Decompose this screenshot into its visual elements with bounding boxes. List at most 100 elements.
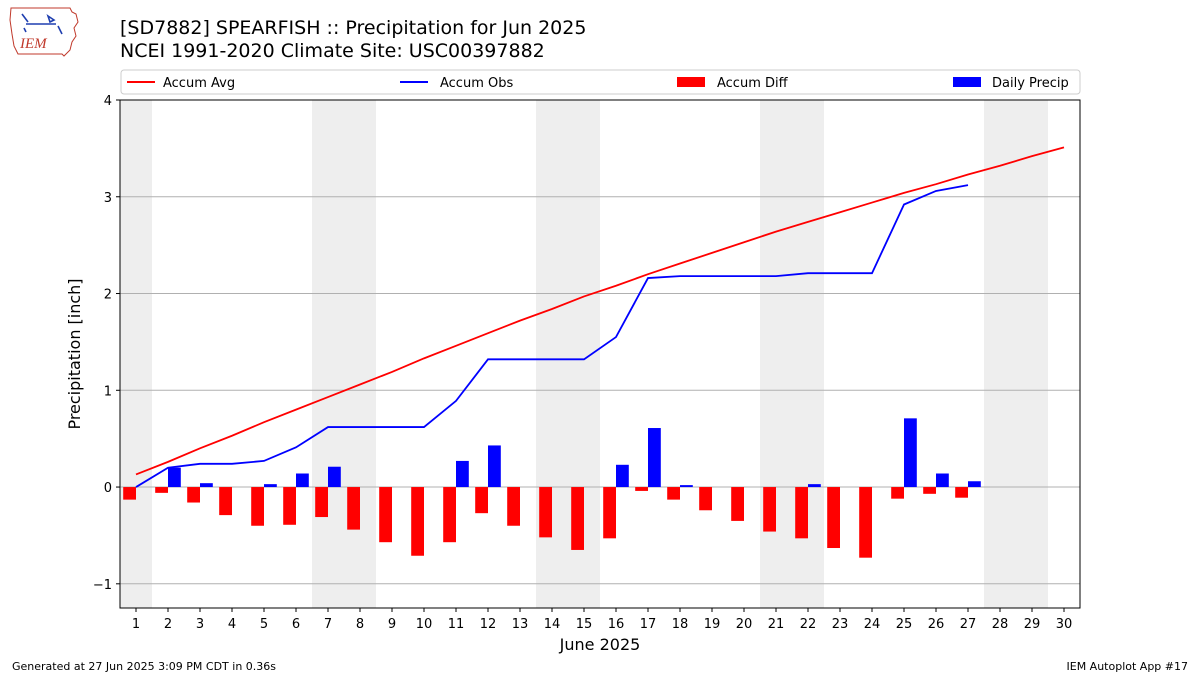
x-tick-label-17: 17	[640, 617, 657, 632]
weekend-shade-day-7	[312, 100, 344, 608]
x-tick-label-4: 4	[228, 617, 236, 632]
x-tick-label-19: 19	[704, 617, 721, 632]
accum-diff-bar-day-5	[251, 487, 264, 526]
y-tick-label-0: 0	[104, 481, 112, 496]
legend-swatch-daily-precip	[953, 77, 981, 87]
x-tick-label-12: 12	[480, 617, 497, 632]
daily-precip-bar-day-6	[296, 473, 309, 488]
legend-swatch-accum-diff	[677, 77, 705, 87]
chart-subtitle: NCEI 1991-2020 Climate Site: USC00397882	[120, 40, 545, 62]
accum-diff-bar-day-3	[187, 487, 200, 503]
legend-label-accum-diff: Accum Diff	[717, 76, 789, 91]
x-tick-label-28: 28	[992, 617, 1009, 632]
legend-box	[120, 69, 1081, 95]
accum-diff-bar-day-11	[443, 487, 456, 543]
accum-diff-bar-day-17	[635, 487, 648, 491]
accum-diff-bar-day-20	[731, 487, 744, 521]
accum-diff-bar-day-24	[859, 487, 872, 558]
x-tick-label-10: 10	[416, 617, 433, 632]
accum-diff-bar-day-23	[827, 487, 840, 549]
accum-diff-bar-day-14	[539, 487, 552, 538]
y-tick-label--1: −1	[93, 578, 112, 593]
generated-timestamp: Generated at 27 Jun 2025 3:09 PM CDT in …	[12, 660, 277, 673]
y-tick-label-3: 3	[104, 191, 112, 206]
weather-symbols-shape	[21, 13, 63, 35]
x-tick-label-7: 7	[324, 617, 332, 632]
accum-diff-bar-day-13	[507, 487, 520, 526]
legend-label-accum-avg: Accum Avg	[163, 76, 235, 91]
accum-diff-bar-day-26	[923, 487, 936, 494]
daily-precip-bar-day-27	[968, 481, 981, 488]
x-tick-label-26: 26	[928, 617, 945, 632]
accum-diff-bar-day-22	[795, 487, 808, 539]
daily-precip-bar-day-18	[680, 485, 693, 488]
accum-diff-bar-day-8	[347, 487, 360, 530]
weekend-shade-day-28	[984, 100, 1016, 608]
legend-label-accum-obs: Accum Obs	[440, 76, 513, 91]
x-tick-label-8: 8	[356, 617, 364, 632]
accum-diff-bar-day-1	[123, 487, 136, 500]
x-tick-label-15: 15	[576, 617, 593, 632]
x-tick-label-13: 13	[512, 617, 529, 632]
accum-diff-bar-day-19	[699, 487, 712, 511]
x-tick-label-22: 22	[800, 617, 817, 632]
daily-precip-bar-day-2	[168, 467, 181, 488]
accum-diff-bar-day-9	[379, 487, 392, 543]
x-tick-label-18: 18	[672, 617, 689, 632]
accum-diff-bar-day-12	[475, 487, 488, 514]
x-tick-label-24: 24	[864, 617, 881, 632]
accum-diff-bar-day-18	[667, 487, 680, 500]
x-axis-label: June 2025	[559, 635, 641, 654]
accum-avg-line	[135, 146, 1065, 476]
x-tick-label-16: 16	[608, 617, 625, 632]
weekend-shade-day-8	[344, 100, 376, 608]
x-tick-label-11: 11	[448, 617, 465, 632]
y-axis-label: Precipitation [inch]	[65, 278, 84, 429]
accum-diff-bar-day-15	[571, 487, 584, 550]
x-tick-label-23: 23	[832, 617, 849, 632]
x-tick-label-5: 5	[260, 617, 268, 632]
daily-precip-bar-day-12	[488, 445, 501, 488]
weekend-shade-day-1	[120, 100, 152, 608]
x-tick-label-20: 20	[736, 617, 753, 632]
daily-precip-bar-day-22	[808, 484, 821, 488]
daily-precip-bar-day-25	[904, 418, 917, 488]
x-tick-label-6: 6	[292, 617, 300, 632]
accum-diff-bar-day-4	[219, 487, 232, 516]
accum-diff-bar-day-27	[955, 487, 968, 498]
x-tick-label-1: 1	[132, 617, 140, 632]
iem-logo: IEM	[9, 7, 79, 57]
daily-precip-bar-day-5	[264, 484, 277, 488]
accum-diff-bar-day-10	[411, 487, 424, 556]
chart-title: [SD7882] SPEARFISH :: Precipitation for …	[120, 17, 587, 39]
daily-precip-bar-day-11	[456, 460, 469, 488]
daily-precip-bar-day-3	[200, 483, 213, 488]
accum-diff-bar-day-7	[315, 487, 328, 518]
legend-label-daily-precip: Daily Precip	[992, 76, 1069, 91]
accum-diff-bar-day-16	[603, 487, 616, 539]
x-tick-label-25: 25	[896, 617, 913, 632]
x-tick-label-21: 21	[768, 617, 785, 632]
accum-diff-bar-day-6	[283, 487, 296, 525]
accum-diff-bar-day-25	[891, 487, 904, 499]
weekend-shade-day-21	[760, 100, 792, 608]
daily-precip-bar-day-17	[648, 428, 661, 488]
x-tick-label-2: 2	[164, 617, 172, 632]
accum-diff-bar-day-2	[155, 487, 168, 493]
x-tick-label-14: 14	[544, 617, 561, 632]
logo-text: IEM	[19, 36, 48, 52]
x-tick-label-9: 9	[388, 617, 396, 632]
y-tick-label-1: 1	[104, 384, 112, 399]
plot-frame	[119, 99, 1081, 609]
daily-precip-bar-day-26	[936, 473, 949, 488]
app-credit: IEM Autoplot App #17	[1066, 660, 1189, 673]
weekend-shade-day-29	[1016, 100, 1048, 608]
daily-precip-bar-day-16	[616, 464, 629, 488]
accum-diff-bar-day-21	[763, 487, 776, 532]
y-tick-label-2: 2	[104, 288, 112, 303]
y-tick-label-4: 4	[104, 94, 112, 109]
accum-obs-line	[135, 184, 969, 488]
x-tick-label-3: 3	[196, 617, 204, 632]
x-tick-label-29: 29	[1024, 617, 1041, 632]
